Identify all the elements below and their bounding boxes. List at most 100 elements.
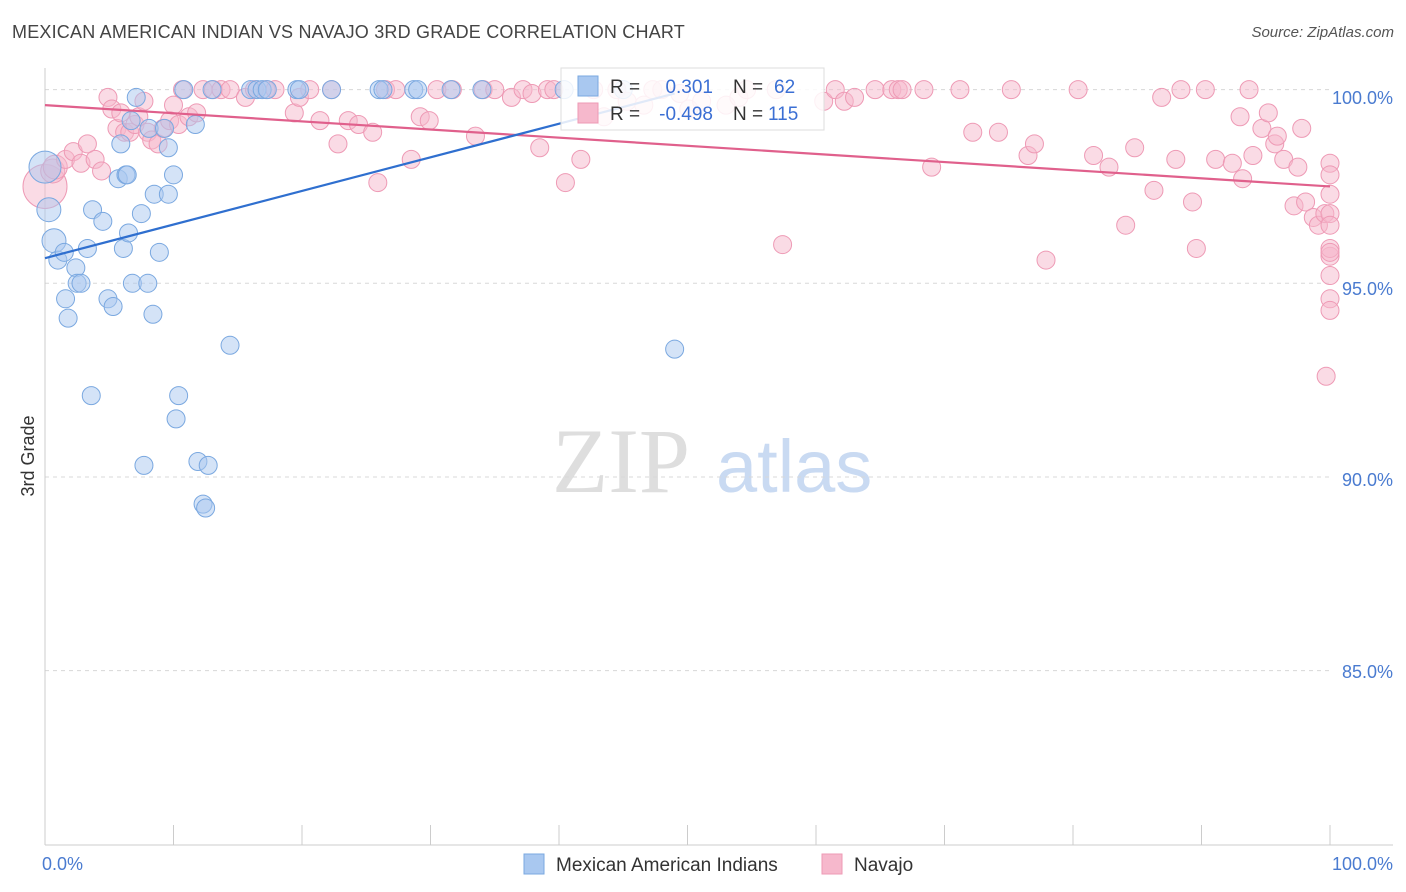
- blue-point-36[interactable]: [166, 409, 186, 429]
- blue-point-45[interactable]: [220, 335, 240, 355]
- navajo-point-6[interactable]: [77, 134, 97, 154]
- navajo-point-121[interactable]: [1292, 118, 1312, 138]
- navajo-point-102[interactable]: [1152, 87, 1172, 107]
- blue-point-42[interactable]: [196, 498, 216, 518]
- navajo-point-53[interactable]: [465, 126, 485, 146]
- blue-point-6[interactable]: [58, 308, 78, 328]
- blue-point-31[interactable]: [149, 242, 169, 262]
- navajo-point-133[interactable]: [1320, 266, 1340, 286]
- navajo-point-99[interactable]: [1116, 215, 1136, 235]
- blue-point-38[interactable]: [174, 80, 194, 100]
- navajo-point-23[interactable]: [164, 95, 183, 115]
- blue-point-34[interactable]: [158, 184, 178, 204]
- navajo-point-109[interactable]: [1222, 153, 1242, 173]
- legend-label-pink[interactable]: Navajo: [854, 855, 913, 876]
- navajo-point-82[interactable]: [845, 87, 865, 107]
- blue-point-5[interactable]: [56, 289, 76, 309]
- blue-point-0[interactable]: [28, 150, 62, 184]
- blue-point-27[interactable]: [138, 273, 158, 293]
- blue-point-57[interactable]: [441, 80, 461, 100]
- navajo-point-131[interactable]: [1320, 300, 1340, 320]
- navajo-point-113[interactable]: [1243, 145, 1263, 165]
- blue-point-44[interactable]: [202, 80, 222, 100]
- navajo-point-108[interactable]: [1206, 149, 1226, 169]
- navajo-point-63[interactable]: [571, 149, 591, 169]
- navajo-point-96[interactable]: [1068, 80, 1088, 100]
- blue-point-56[interactable]: [408, 80, 428, 100]
- blue-point-35[interactable]: [164, 165, 183, 185]
- navajo-point-132[interactable]: [1320, 184, 1340, 204]
- blue-point-15[interactable]: [103, 297, 123, 317]
- navajo-point-107[interactable]: [1195, 80, 1215, 100]
- navajo-point-83[interactable]: [865, 80, 885, 100]
- navajo-point-50[interactable]: [419, 111, 439, 131]
- blue-point-12[interactable]: [81, 386, 101, 406]
- blue-point-22[interactable]: [121, 111, 141, 131]
- navajo-point-103[interactable]: [1166, 149, 1186, 169]
- navajo-point-86[interactable]: [892, 80, 912, 100]
- blue-point-26[interactable]: [134, 455, 154, 475]
- navajo-point-112[interactable]: [1239, 80, 1259, 100]
- legend-swatch-pink[interactable]: [821, 853, 843, 875]
- blue-point-9[interactable]: [71, 273, 91, 293]
- navajo-point-48[interactable]: [401, 149, 421, 169]
- grid-lines: [45, 89, 1330, 672]
- navajo-point-115[interactable]: [1258, 103, 1278, 123]
- navajo-point-95[interactable]: [1036, 250, 1056, 270]
- blue-point-19[interactable]: [117, 165, 137, 185]
- blue-point-43[interactable]: [198, 455, 218, 475]
- navajo-point-126[interactable]: [1316, 366, 1336, 386]
- navajo-point-89[interactable]: [950, 80, 970, 100]
- blue-point-13[interactable]: [93, 211, 113, 231]
- navajo-point-41[interactable]: [328, 134, 348, 154]
- navajo-point-94[interactable]: [1024, 134, 1044, 154]
- navajo-point-39[interactable]: [310, 111, 330, 131]
- navajo-point-104[interactable]: [1171, 80, 1191, 100]
- blue-point-39[interactable]: [185, 114, 205, 134]
- navajo-point-135[interactable]: [1320, 242, 1340, 262]
- navajo-point-134[interactable]: [1320, 215, 1340, 235]
- x-tick-label-min: 0.0%: [42, 854, 83, 874]
- navajo-point-8[interactable]: [92, 161, 112, 181]
- stats-r-value-pink: -0.498: [659, 104, 713, 125]
- blue-point-52[interactable]: [322, 80, 342, 100]
- blue-point-51[interactable]: [289, 80, 309, 100]
- navajo-point-91[interactable]: [988, 122, 1008, 142]
- navajo-point-87[interactable]: [914, 80, 934, 100]
- navajo-point-90[interactable]: [963, 122, 983, 142]
- navajo-point-106[interactable]: [1186, 238, 1206, 258]
- blue-point-58[interactable]: [472, 80, 492, 100]
- navajo-point-137[interactable]: [1320, 165, 1340, 185]
- navajo-point-100[interactable]: [1125, 138, 1145, 158]
- blue-point-17[interactable]: [111, 134, 131, 154]
- blue-point-21[interactable]: [119, 223, 139, 243]
- navajo-point-120[interactable]: [1288, 157, 1308, 177]
- blue-point-32[interactable]: [155, 118, 175, 138]
- navajo-point-105[interactable]: [1183, 192, 1203, 212]
- blue-point-25[interactable]: [131, 204, 151, 224]
- navajo-point-111[interactable]: [1233, 169, 1253, 189]
- y-axis-label: 3rd Grade: [18, 415, 38, 496]
- legend-label-blue[interactable]: Mexican American Indians: [556, 855, 778, 876]
- blue-point-33[interactable]: [158, 138, 178, 158]
- blue-point-1[interactable]: [36, 197, 62, 223]
- navajo-trend-line: [44, 104, 1331, 188]
- navajo-point-45[interactable]: [368, 173, 388, 193]
- navajo-point-122[interactable]: [1296, 192, 1316, 212]
- navajo-point-97[interactable]: [1084, 145, 1104, 165]
- navajo-point-110[interactable]: [1230, 107, 1250, 127]
- navajo-point-44[interactable]: [363, 122, 383, 142]
- navajo-point-101[interactable]: [1144, 180, 1164, 200]
- blue-point-24[interactable]: [126, 87, 146, 107]
- navajo-point-117[interactable]: [1267, 126, 1287, 146]
- navajo-point-59[interactable]: [530, 138, 550, 158]
- navajo-point-62[interactable]: [555, 173, 575, 193]
- blue-point-61[interactable]: [665, 339, 685, 359]
- navajo-point-78[interactable]: [773, 235, 793, 255]
- blue-point-54[interactable]: [373, 80, 393, 100]
- blue-point-37[interactable]: [169, 386, 189, 406]
- blue-point-49[interactable]: [257, 80, 277, 100]
- navajo-point-92[interactable]: [1001, 80, 1021, 100]
- legend-swatch-blue[interactable]: [523, 853, 545, 875]
- blue-point-30[interactable]: [143, 304, 163, 324]
